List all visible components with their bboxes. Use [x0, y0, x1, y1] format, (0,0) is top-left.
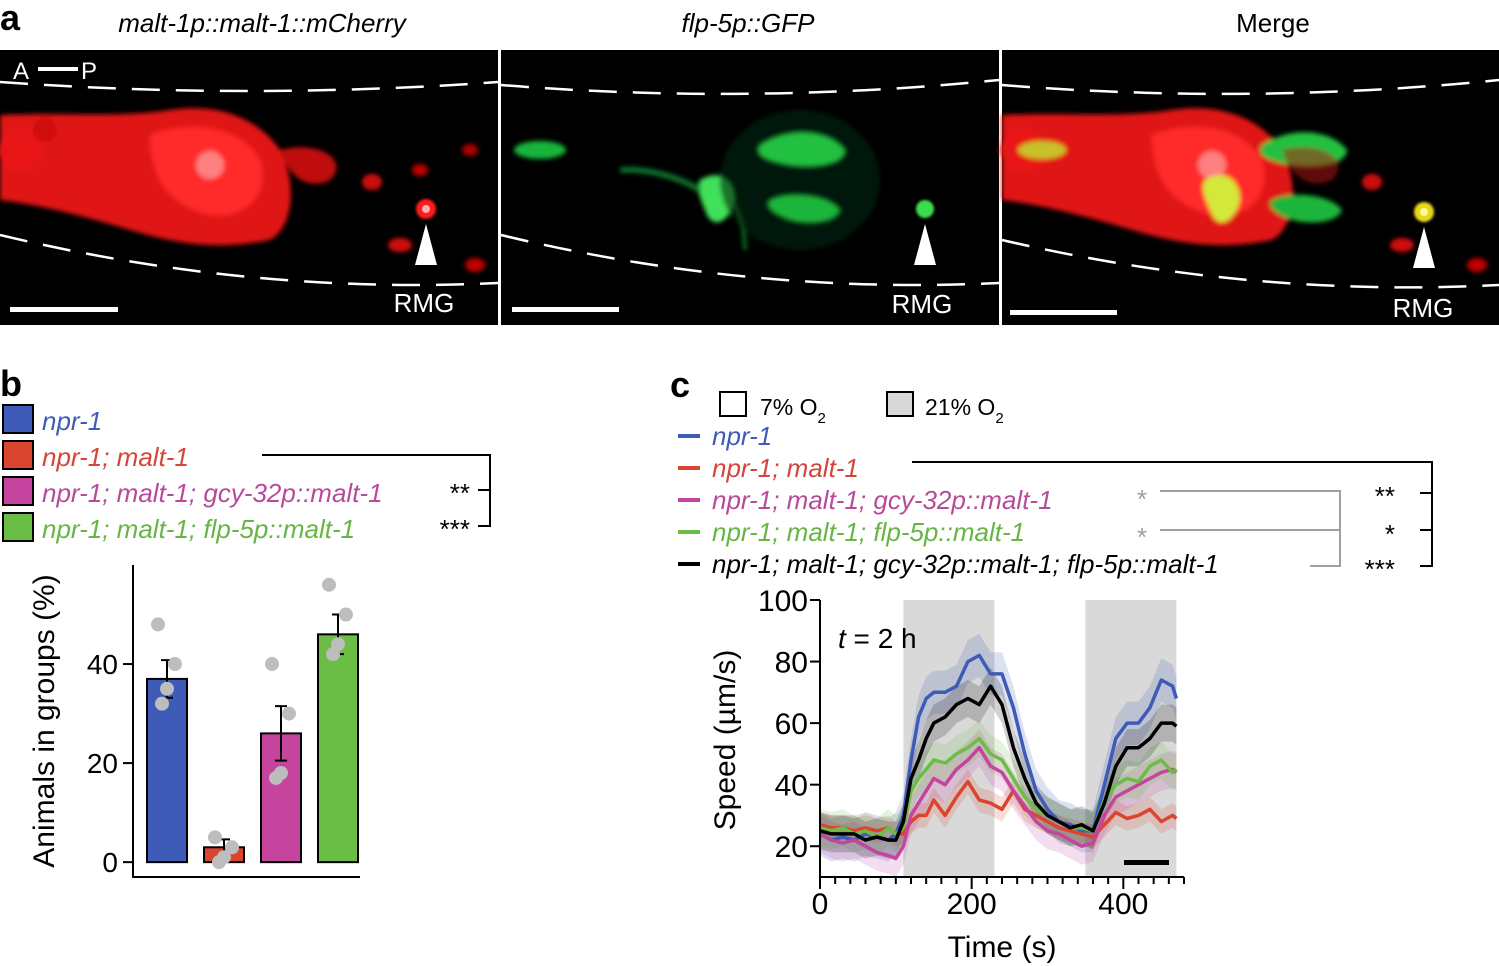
- legend-label-0: npr-1: [42, 406, 102, 436]
- data-point: [168, 657, 182, 672]
- significance-brackets-c: * * ** * ***: [912, 461, 1433, 584]
- time-annotation: t = 2 h: [838, 623, 917, 654]
- legend-swatch-21pct: [886, 391, 914, 417]
- arrowhead-rmg: [1413, 227, 1435, 268]
- arrowhead-rmg: [415, 224, 437, 265]
- x-tick-label: 400: [1098, 888, 1148, 921]
- bar-legend: npr-1 npr-1; malt-1 npr-1; malt-1; gcy-32p…: [2, 404, 383, 544]
- micrograph-mcherry: RMG A P: [0, 50, 499, 325]
- significance-both-c: ***: [1365, 554, 1395, 584]
- data-point: [155, 696, 169, 711]
- data-point: [339, 607, 353, 622]
- arrowhead-rmg: [914, 224, 936, 265]
- significance-gcy32: **: [450, 478, 470, 508]
- y-axis-label: Animals in groups (%): [28, 574, 61, 867]
- scale-bar: [10, 307, 118, 312]
- axes: [132, 565, 360, 878]
- panel-b: b npr-1 npr-1; malt-1 npr-1; malt-1; gcy-3…: [0, 363, 491, 878]
- legend-swatch-1: [2, 440, 34, 470]
- y-tick-label: 60: [775, 708, 808, 741]
- data-point: [151, 617, 165, 632]
- line-chart: 20 40 60 80 100 0 200 400 Time (s) Speed (µm/s): [709, 585, 1185, 964]
- gray-significance-flp5: *: [1137, 522, 1147, 552]
- bar-chart: 0 20 40 Animals in groups (%): [28, 565, 360, 878]
- y-tick-label: 20: [87, 748, 118, 779]
- legend-label-3: npr-1; malt-1; flp-5p::malt-1: [42, 514, 355, 544]
- y-tick-label: 80: [775, 647, 808, 680]
- rmg-label: RMG: [1393, 293, 1454, 323]
- data-point: [322, 577, 336, 592]
- scale-bar: [1010, 310, 1117, 315]
- series-line-3: [819, 736, 1178, 839]
- sem-band-3: [820, 720, 1177, 856]
- data-point: [225, 840, 239, 855]
- bar-3: [317, 633, 359, 864]
- y-tick-label: 20: [775, 831, 808, 864]
- legend-label-1: npr-1; malt-1: [42, 442, 189, 472]
- axis-orientation-bar: [38, 67, 78, 71]
- y-tick-label: 100: [758, 585, 808, 618]
- data-point: [265, 657, 279, 672]
- significance-gcy32-c: **: [1375, 481, 1395, 511]
- legend-label-2: npr-1; malt-1; gcy-32p::malt-1: [42, 478, 383, 508]
- sem-band-4: [820, 667, 1177, 859]
- legend-swatch-0: [2, 404, 34, 434]
- panel-a-label: a: [0, 0, 21, 38]
- gray-significance-gcy32: *: [1137, 484, 1147, 514]
- x-tick-label: 0: [812, 888, 829, 921]
- panel-b-label: b: [0, 363, 22, 404]
- scale-bar: [512, 307, 619, 312]
- significance-bracket-b: ** ***: [262, 454, 491, 544]
- data-point: [212, 855, 226, 870]
- y-axis-label: Speed (µm/s): [709, 650, 742, 831]
- legend-swatch-7pct: [719, 391, 747, 417]
- data-point: [282, 706, 296, 721]
- o2-legend: 7% O2 21% O2: [719, 391, 1004, 427]
- error-bar-2: [275, 705, 287, 762]
- legend-label-21pct: 21% O2: [925, 394, 1004, 427]
- sem-band-2: [820, 729, 1177, 877]
- data-point: [160, 681, 174, 696]
- micrograph-gfp: RMG: [500, 50, 1000, 325]
- y-tick-label: 0: [102, 847, 118, 878]
- legend-label-2: npr-1; malt-1; gcy-32p::malt-1: [712, 485, 1053, 515]
- data-point: [326, 647, 340, 662]
- x-tick-label: 200: [947, 888, 997, 921]
- axis-anterior-label: A: [13, 58, 29, 85]
- significance-flp5-c: *: [1385, 519, 1395, 549]
- legend-swatch-2: [2, 476, 34, 506]
- data-point: [269, 770, 283, 785]
- significance-flp5: ***: [440, 514, 470, 544]
- axis-posterior-label: P: [81, 58, 97, 85]
- panel-a: a malt-1p::malt-1::mCherry flp-5p::GFP M…: [0, 0, 1499, 325]
- rmg-label: RMG: [394, 288, 455, 318]
- legend-label-0: npr-1: [712, 421, 772, 451]
- legend-label-3: npr-1; malt-1; flp-5p::malt-1: [712, 517, 1025, 547]
- rmg-label: RMG: [892, 289, 953, 319]
- image-title-mcherry: malt-1p::malt-1::mCherry: [118, 8, 407, 38]
- image-title-gfp: flp-5p::GFP: [682, 8, 816, 38]
- y-tick-label: 40: [87, 649, 118, 680]
- legend-label-1: npr-1; malt-1: [712, 453, 859, 483]
- panel-c-label: c: [670, 364, 690, 405]
- series-line-4: [819, 684, 1178, 842]
- data-point: [208, 830, 222, 845]
- legend-swatch-3: [2, 512, 34, 542]
- legend-label-7pct: 7% O2: [760, 394, 826, 427]
- micrograph-merge: RMG: [1000, 50, 1499, 325]
- y-tick-label: 40: [775, 770, 808, 803]
- image-title-merge: Merge: [1236, 8, 1310, 38]
- legend-label-4: npr-1; malt-1; gcy-32p::malt-1; flp-5p::…: [712, 549, 1219, 579]
- bar-0: [146, 677, 188, 864]
- time-scale-bar: [1124, 860, 1169, 865]
- series-line-2: [819, 745, 1178, 861]
- x-axis-label: Time (s): [948, 931, 1057, 964]
